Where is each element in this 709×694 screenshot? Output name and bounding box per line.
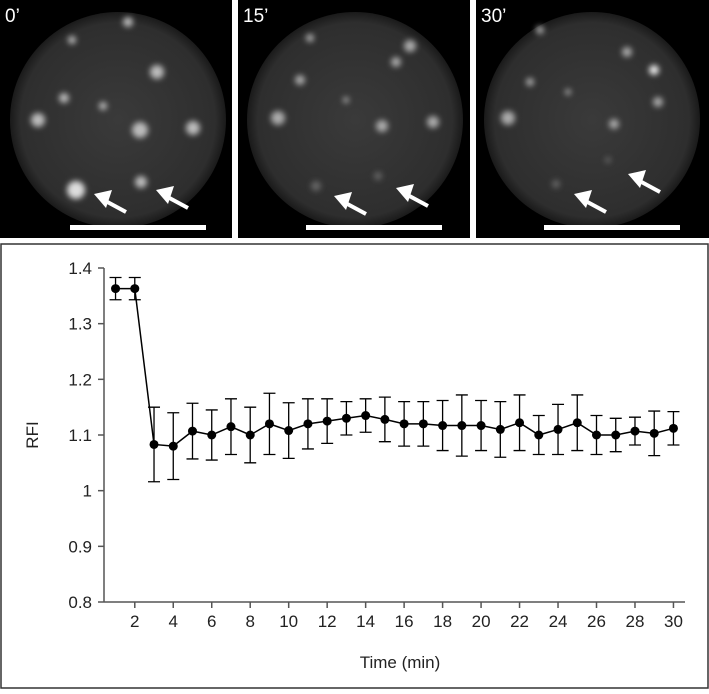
point <box>341 413 351 423</box>
y-tick-label: 0.8 <box>68 593 92 612</box>
y-tick-label: 1.4 <box>68 259 92 278</box>
image-panel: 0’ <box>0 0 232 238</box>
point <box>226 422 236 432</box>
point <box>111 284 121 294</box>
y-tick-label: 1.2 <box>68 370 92 389</box>
image-panel: 30’ <box>476 0 709 238</box>
x-tick-label: 12 <box>318 612 337 631</box>
point <box>438 421 448 431</box>
point <box>361 411 371 421</box>
point <box>534 430 544 440</box>
x-tick-label: 18 <box>433 612 452 631</box>
point <box>630 426 640 436</box>
point <box>668 423 678 433</box>
y-tick-label: 1 <box>83 482 92 501</box>
point <box>264 419 274 429</box>
point <box>303 419 313 429</box>
point <box>553 424 563 434</box>
x-tick-label: 2 <box>130 612 139 631</box>
point <box>611 430 621 440</box>
point <box>515 418 525 428</box>
panel-label: 15’ <box>243 6 268 27</box>
point <box>476 421 486 431</box>
panel-label: 0’ <box>5 6 20 27</box>
point <box>649 428 659 438</box>
x-tick-label: 22 <box>510 612 529 631</box>
x-tick-label: 28 <box>626 612 645 631</box>
x-tick-label: 26 <box>587 612 606 631</box>
line <box>115 287 674 447</box>
x-tick-label: 8 <box>245 612 254 631</box>
x-tick-label: 16 <box>395 612 414 631</box>
plot: 0.80.911.11.21.31.42 4 6 8 10 12 14 16 18 20 22 24 2… <box>68 259 685 631</box>
panel-label: 30’ <box>481 6 506 27</box>
point <box>245 430 255 440</box>
x-tick-label: 30 <box>664 612 683 631</box>
point <box>322 416 332 426</box>
image-panel: 15’ <box>238 0 470 238</box>
y-axis-label: RFI <box>23 421 42 448</box>
x-tick-label: 20 <box>472 612 491 631</box>
point <box>572 418 582 428</box>
point <box>284 426 294 436</box>
point <box>130 284 140 294</box>
point <box>495 424 505 434</box>
point <box>418 419 428 429</box>
x-axis-label: Time (min) <box>360 653 441 672</box>
point <box>149 439 159 449</box>
x-tick-label: 4 <box>169 612 178 631</box>
point <box>168 441 178 451</box>
point <box>399 419 409 429</box>
y-tick-label: 0.9 <box>68 537 92 556</box>
x-tick-label: 10 <box>279 612 298 631</box>
point <box>380 414 390 424</box>
point <box>457 421 467 431</box>
point <box>207 430 217 440</box>
y-tick-label: 1.1 <box>68 426 92 445</box>
point <box>187 426 197 436</box>
x-tick-label: 14 <box>356 612 375 631</box>
point <box>592 430 602 440</box>
x-tick-label: 6 <box>207 612 216 631</box>
y-tick-label: 1.3 <box>68 315 92 334</box>
x-tick-label: 24 <box>549 612 568 631</box>
chart-frame <box>0 243 709 689</box>
